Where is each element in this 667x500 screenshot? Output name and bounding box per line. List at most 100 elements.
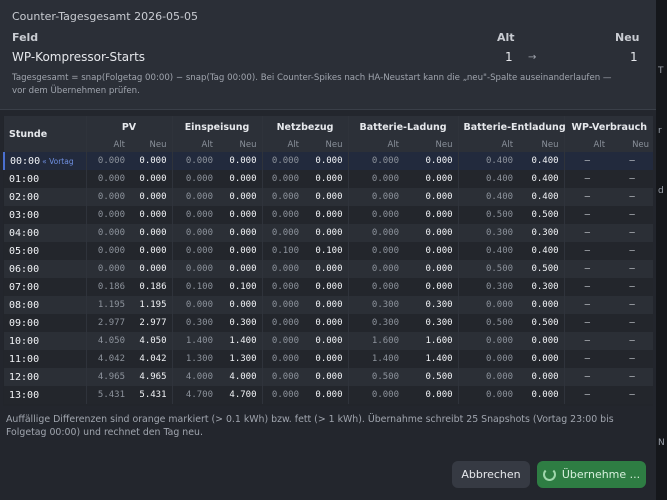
card-title: Counter-Tagesgesamt 2026-05-05 <box>12 10 199 23</box>
old-value-cell: 0.000 <box>347 152 405 170</box>
new-value-cell: 0.000 <box>404 278 459 296</box>
old-value-cell: 0.300 <box>347 296 405 314</box>
new-value-cell: — <box>610 206 653 224</box>
new-value-cell: 0.000 <box>218 296 263 314</box>
table-row: 01:00 0.000 0.000 0.000 0.000 0.000 0.000 0.000… <box>4 170 653 188</box>
old-value-cell: 0.000 <box>171 206 219 224</box>
hour-cell: 05:00 <box>4 242 86 260</box>
table-row: 05:00 0.000 0.000 0.000 0.000 0.100 0.100 0.000… <box>4 242 653 260</box>
new-value-cell: 1.600 <box>404 332 459 350</box>
new-value-cell: 0.000 <box>130 260 173 278</box>
new-subheader: Neu <box>404 138 459 152</box>
old-value-cell: — <box>563 296 611 314</box>
hour-label: 05:00 <box>9 245 40 257</box>
new-value-cell: 0.000 <box>130 152 173 170</box>
old-value-cell: 0.000 <box>261 224 305 242</box>
old-value-cell: 0.400 <box>457 152 519 170</box>
new-subheader: Neu <box>130 138 173 152</box>
old-value-cell: — <box>563 278 611 296</box>
old-value-cell: 2.977 <box>85 314 130 332</box>
old-value-cell: 0.400 <box>457 170 519 188</box>
old-column-header: Alt <box>497 31 515 44</box>
hour-cell: 06:00 <box>4 260 86 278</box>
old-value-cell: 0.300 <box>347 314 405 332</box>
edge-char: d <box>658 186 664 196</box>
table-row: 12:00 4.965 4.965 4.000 4.000 0.000 0.000 0.500… <box>4 368 653 386</box>
new-value-cell: 4.050 <box>130 332 173 350</box>
hourly-table-container[interactable]: Stunde PV Einspeisung Netzbezug Batterie… <box>3 116 653 406</box>
old-value-cell: 0.000 <box>85 170 130 188</box>
new-value-cell: 0.000 <box>218 188 263 206</box>
new-value-cell: 0.000 <box>218 242 263 260</box>
new-value-cell: 0.000 <box>518 296 565 314</box>
hour-cell: 07:00 <box>4 278 86 296</box>
old-value-cell: 0.400 <box>457 242 519 260</box>
new-value-cell: 4.700 <box>218 386 263 404</box>
new-value-cell: 2.977 <box>130 314 173 332</box>
table-row: 02:00 0.000 0.000 0.000 0.000 0.000 0.000 0.000… <box>4 188 653 206</box>
old-value-cell: 0.000 <box>261 188 305 206</box>
old-value-cell: — <box>563 152 611 170</box>
old-value-cell: 0.500 <box>347 368 405 386</box>
new-value-cell: — <box>610 314 653 332</box>
new-value-cell: 0.000 <box>304 314 349 332</box>
hour-label: 00:00 <box>10 155 41 167</box>
new-value-cell: 5.431 <box>130 386 173 404</box>
hour-label: 06:00 <box>9 263 40 275</box>
group-header-batterie-entladung: Batterie-Entladung <box>457 116 566 138</box>
hour-cell: 08:00 <box>4 296 86 314</box>
old-value-cell: 0.000 <box>261 152 305 170</box>
old-value-cell: 0.300 <box>457 278 519 296</box>
old-subheader: Alt <box>457 138 519 152</box>
new-value-cell: — <box>610 332 653 350</box>
new-subheader: Neu <box>304 138 349 152</box>
new-value-cell: — <box>610 242 653 260</box>
new-value-cell: 0.000 <box>518 368 565 386</box>
new-value-cell: 4.965 <box>130 368 173 386</box>
new-subheader: Neu <box>610 138 653 152</box>
new-value-cell: 0.000 <box>304 170 349 188</box>
hour-label: 08:00 <box>9 299 40 311</box>
hour-cell: 13:00 <box>4 386 86 404</box>
table-row: 13:00 5.431 5.431 4.700 4.700 0.000 0.000 0.000… <box>4 386 653 404</box>
hour-label: 02:00 <box>9 191 40 203</box>
old-value-cell: 1.300 <box>171 350 219 368</box>
old-value-cell: 0.000 <box>457 386 519 404</box>
old-value-cell: 0.000 <box>347 260 405 278</box>
new-value-cell: 0.000 <box>218 260 263 278</box>
old-value-cell: 0.500 <box>457 206 519 224</box>
new-value-cell: 0.500 <box>518 260 565 278</box>
old-value-cell: 0.000 <box>171 188 219 206</box>
old-value-cell: 4.700 <box>171 386 219 404</box>
apply-button-label: Übernehme ... <box>561 468 641 481</box>
new-value-cell: 0.400 <box>518 170 565 188</box>
old-value-cell: 0.000 <box>171 242 219 260</box>
hour-label: 09:00 <box>9 317 40 329</box>
old-value-cell: 0.000 <box>261 170 305 188</box>
hour-cell: 03:00 <box>4 206 86 224</box>
new-value-cell: 0.000 <box>304 296 349 314</box>
apply-button[interactable]: Übernehme ... <box>537 461 646 488</box>
hour-cell: 02:00 <box>4 188 86 206</box>
old-value-cell: — <box>563 242 611 260</box>
old-value-cell: 0.500 <box>457 260 519 278</box>
old-value-cell: 0.000 <box>171 224 219 242</box>
old-value-cell: — <box>563 368 611 386</box>
new-value-cell: 0.000 <box>304 386 349 404</box>
old-value-cell: 0.500 <box>457 314 519 332</box>
old-value-cell: 0.000 <box>261 260 305 278</box>
old-value-cell: 0.000 <box>347 278 405 296</box>
old-value-cell: 0.400 <box>457 188 519 206</box>
new-value-cell: 0.100 <box>304 242 349 260</box>
new-value-cell: 0.000 <box>304 368 349 386</box>
new-value-cell: 4.042 <box>130 350 173 368</box>
table-row: 00:00 « Vortag 0.000 0.000 0.000 0.000 0.000 0.… <box>3 152 653 170</box>
old-value-cell: 4.965 <box>85 368 130 386</box>
new-value-cell: 0.000 <box>218 224 263 242</box>
old-value-cell: 0.000 <box>347 206 405 224</box>
new-value-cell: 0.000 <box>304 152 349 170</box>
new-value-cell: 0.000 <box>404 188 459 206</box>
new-value-cell: 1.300 <box>218 350 263 368</box>
cancel-button[interactable]: Abbrechen <box>452 461 530 488</box>
